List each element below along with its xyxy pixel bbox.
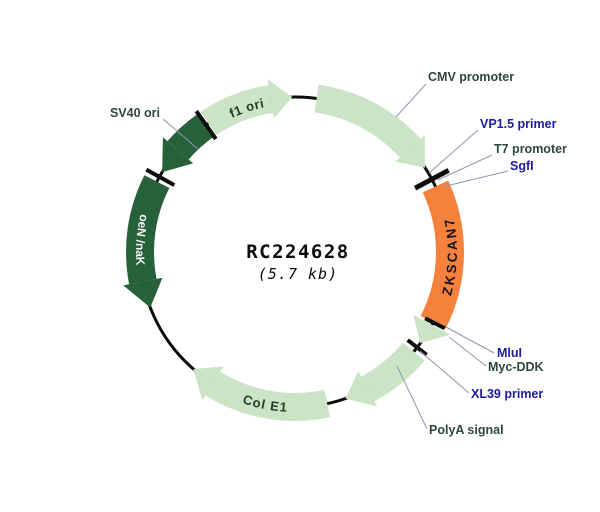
sv40-ori-label: SV40 ori [110, 106, 160, 120]
mlui-site-tick [424, 316, 446, 331]
sv40-ori-leader-line [162, 118, 199, 150]
polya-signal-leader-line [396, 365, 428, 430]
sv40-ori-arc-arrowhead [162, 137, 194, 173]
col-e1-arrowhead [193, 366, 224, 401]
kan-neo-arrowhead [123, 277, 163, 308]
polya-signal-label: PolyA signal [429, 423, 504, 437]
mlui-site-label: MluI [497, 346, 522, 360]
plasmid-size-label: (5.7 kb) [258, 265, 338, 283]
polya-start-tick [406, 338, 428, 357]
t7-sgfi-site-tick [413, 168, 450, 191]
kan-neo-band [126, 175, 170, 285]
sv40-ori-arc-band [167, 113, 215, 160]
polya-signal-arc-arrowhead [345, 371, 378, 407]
sgfi-site-leader-line [441, 170, 509, 188]
cmv-promoter-leader-line [395, 83, 427, 118]
col-e1-band [205, 371, 331, 421]
t7-promoter-label: T7 promoter [494, 142, 567, 156]
vp15-primer-leader-line [428, 129, 479, 174]
mlui-site-leader-line [445, 326, 495, 354]
leader-line-layer [162, 83, 509, 430]
feature-arrowhead-layer [123, 79, 451, 407]
vp15-primer-label: VP1.5 primer [480, 117, 557, 131]
f1-sv40-junction-tick [194, 109, 218, 141]
myc-ddk-arrow-arrowhead [413, 314, 451, 344]
xl39-primer-label: XL39 primer [471, 387, 543, 401]
cmv-promoter-band [314, 84, 421, 158]
myc-ddk-label: Myc-DDK [488, 360, 544, 374]
myc-ddk-leader-line [448, 336, 487, 367]
sgfi-site-label: SgfI [510, 159, 534, 173]
t7-promoter-leader-line [437, 154, 493, 181]
f1-ori-band [200, 85, 274, 136]
plasmid-title: RC224628 [246, 241, 350, 263]
cmv-promoter-arrowhead [395, 134, 426, 168]
kan-neo-end-tick [145, 167, 176, 187]
f1-ori-arrowhead [267, 79, 293, 119]
cmv-promoter-label: CMV promoter [428, 70, 514, 84]
polya-signal-arc-band [360, 342, 425, 402]
zkscan7-band [420, 180, 464, 329]
kan-neo-label: oeN /naK [133, 213, 151, 266]
feature-band-layer [126, 84, 464, 421]
site-tick-layer [145, 109, 450, 357]
kan-neo-label-text: oeN /naK [133, 213, 151, 266]
xl39-primer-leader-line [419, 350, 470, 394]
